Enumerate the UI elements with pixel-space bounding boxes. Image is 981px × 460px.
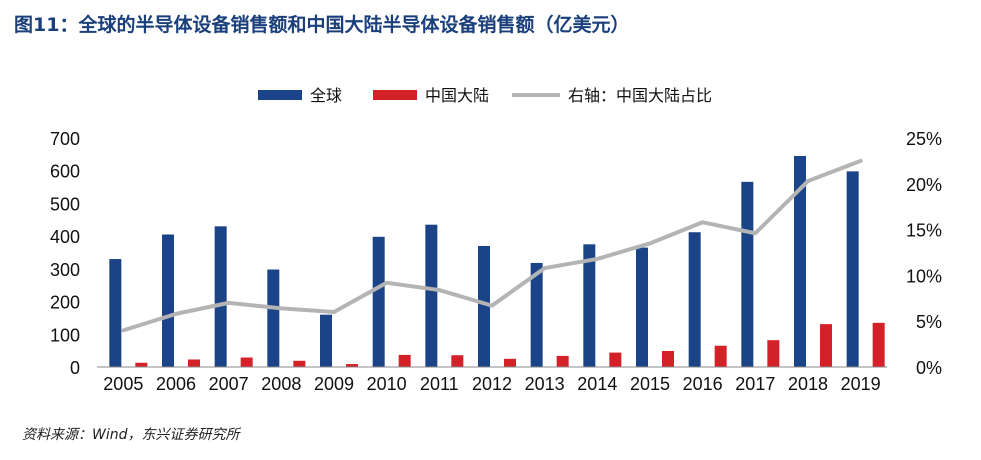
x-tick-2018: 2018 bbox=[788, 374, 828, 394]
legend: 全球 中国大陆 右轴：中国大陆占比 bbox=[258, 86, 712, 105]
bar-global-2013 bbox=[530, 262, 543, 367]
bar-china-2016 bbox=[714, 345, 727, 367]
x-tick-2012: 2012 bbox=[472, 374, 512, 394]
x-tick-2008: 2008 bbox=[261, 374, 301, 394]
bar-china-2019 bbox=[872, 322, 885, 367]
series-share-line bbox=[121, 158, 863, 333]
legend-label-2: 右轴：中国大陆占比 bbox=[568, 86, 712, 105]
x-tick-2011: 2011 bbox=[420, 374, 459, 394]
bar-global-2019 bbox=[846, 171, 859, 367]
y-left-tick-100: 100 bbox=[50, 325, 80, 345]
x-tick-2014: 2014 bbox=[577, 374, 617, 394]
x-tick-2006: 2006 bbox=[156, 374, 196, 394]
bar-china-2010 bbox=[398, 354, 411, 367]
x-tick-2019: 2019 bbox=[841, 374, 881, 394]
y-right-tick-10pct: 10% bbox=[906, 266, 942, 286]
bar-china-2007 bbox=[240, 357, 253, 367]
bar-china-2005 bbox=[135, 362, 148, 367]
x-tick-2010: 2010 bbox=[367, 374, 407, 394]
y-left-tick-400: 400 bbox=[50, 227, 80, 247]
bar-china-2018 bbox=[820, 324, 832, 367]
source-note: 资料来源：Wind，东兴证券研究所 bbox=[22, 427, 240, 443]
legend-label-1: 中国大陆 bbox=[425, 86, 489, 105]
bar-global-2014 bbox=[583, 244, 596, 367]
x-tick-2017: 2017 bbox=[735, 374, 775, 394]
x-tick-2015: 2015 bbox=[630, 374, 670, 394]
bar-global-2009 bbox=[320, 314, 332, 367]
y-right-tick-25pct: 25% bbox=[906, 129, 942, 149]
y-left-tick-0: 0 bbox=[70, 358, 80, 378]
y-right-tick-15pct: 15% bbox=[906, 221, 942, 241]
legend-swatch-0 bbox=[258, 90, 302, 100]
y-left-tick-200: 200 bbox=[50, 293, 80, 313]
bar-china-2009 bbox=[346, 364, 358, 367]
bar-china-2012 bbox=[504, 358, 516, 367]
y-axis-right: 0% 5% 10% 15% 20% 25% bbox=[906, 129, 942, 378]
bar-global-2007 bbox=[214, 226, 227, 367]
y-left-tick-600: 600 bbox=[50, 162, 80, 182]
legend-swatch-1 bbox=[373, 90, 417, 100]
y-left-tick-300: 300 bbox=[50, 260, 80, 280]
series-china-bars bbox=[135, 322, 885, 367]
x-tick-2013: 2013 bbox=[525, 374, 565, 394]
bar-china-2006 bbox=[188, 359, 200, 367]
y-axis-left: 0 100 200 300 400 500 600 700 bbox=[50, 129, 80, 378]
bar-china-2015 bbox=[662, 350, 674, 367]
bar-china-2013 bbox=[556, 355, 569, 367]
bar-global-2012 bbox=[478, 245, 490, 367]
bar-global-2008 bbox=[267, 269, 280, 367]
x-axis: 2005 2006 2007 2008 2009 2010 2011 2012 2013 2014… bbox=[97, 366, 887, 394]
chart-title: 图11：全球的半导体设备销售额和中国大陆半导体设备销售额（亿美元） bbox=[14, 14, 630, 36]
bar-china-2011 bbox=[451, 355, 464, 367]
bar-global-2005 bbox=[109, 259, 122, 367]
bar-global-2011 bbox=[425, 224, 438, 367]
x-tick-2009: 2009 bbox=[314, 374, 354, 394]
y-right-tick-20pct: 20% bbox=[906, 175, 942, 195]
bar-global-2015 bbox=[636, 247, 648, 367]
bar-global-2006 bbox=[162, 234, 174, 367]
x-tick-2007: 2007 bbox=[209, 374, 249, 394]
bar-china-2008 bbox=[293, 360, 306, 367]
chart: 全球 中国大陆 右轴：中国大陆占比 0 100 200 300 400 500 600 700 0… bbox=[50, 86, 942, 394]
y-right-tick-0pct: 0% bbox=[916, 358, 942, 378]
y-left-tick-700: 700 bbox=[50, 129, 80, 149]
series-global-bars bbox=[109, 155, 859, 367]
bar-global-2010 bbox=[372, 236, 385, 367]
bar-china-2017 bbox=[767, 340, 780, 367]
x-tick-2005: 2005 bbox=[103, 374, 143, 394]
bar-global-2016 bbox=[688, 232, 701, 367]
bar-china-2014 bbox=[609, 352, 622, 367]
legend-label-0: 全球 bbox=[310, 86, 342, 105]
bar-global-2018 bbox=[794, 155, 806, 367]
x-tick-2016: 2016 bbox=[683, 374, 723, 394]
y-right-tick-5pct: 5% bbox=[916, 312, 942, 332]
bar-global-2017 bbox=[741, 181, 754, 367]
y-left-tick-500: 500 bbox=[50, 194, 80, 214]
